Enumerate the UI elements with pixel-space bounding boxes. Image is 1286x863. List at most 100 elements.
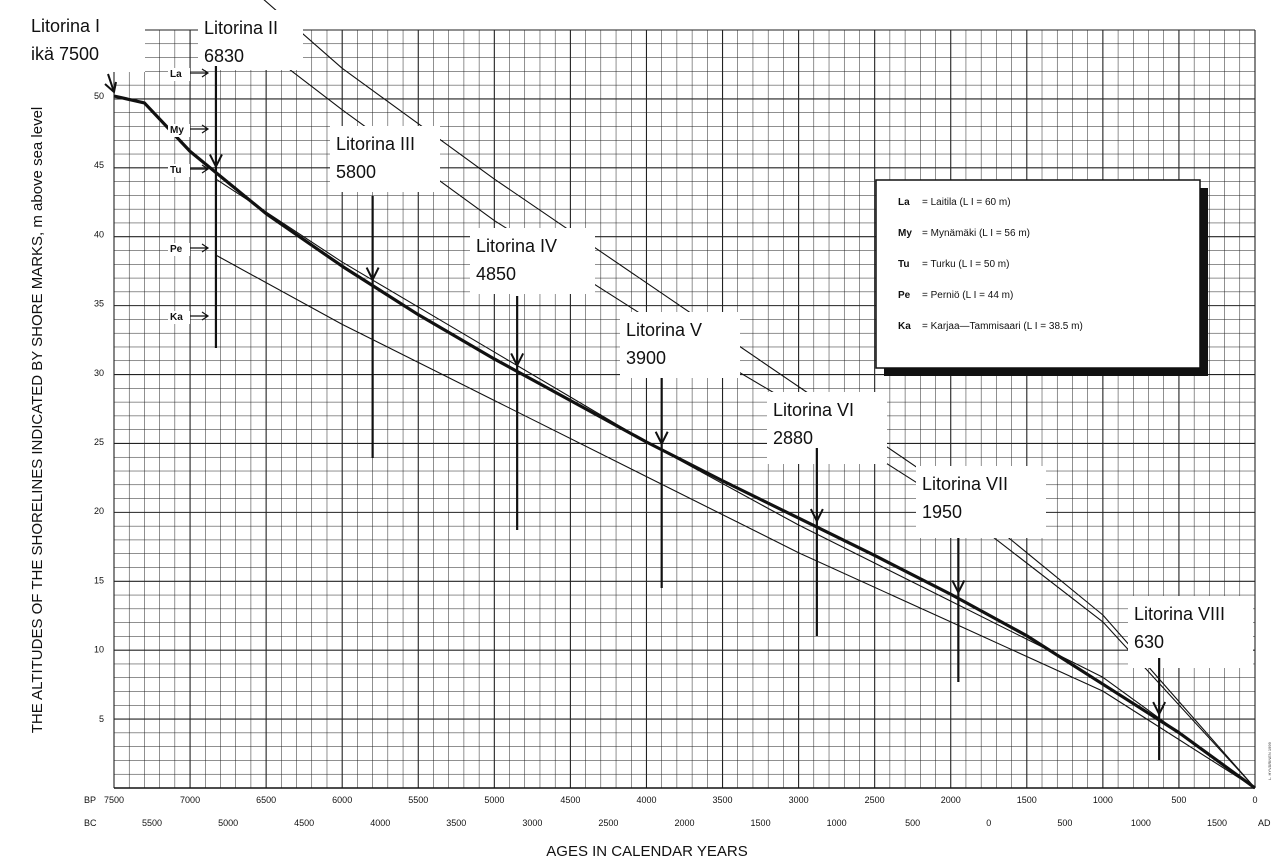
legend-text: = Laitila (L I = 60 m) bbox=[922, 197, 1011, 208]
x-tick-bp: 5500 bbox=[408, 795, 428, 805]
x-tick-bc: 2000 bbox=[674, 818, 694, 828]
legend-entry-tu: Tu = Turku (L I = 50 m) bbox=[898, 259, 1009, 270]
period-name: Litorina VII bbox=[922, 474, 1008, 494]
legend-abbr: Pe bbox=[898, 290, 911, 301]
y-tick-label: 40 bbox=[94, 229, 104, 239]
site-marker-bg bbox=[168, 311, 190, 324]
x-tick-bc: 1000 bbox=[827, 818, 847, 828]
legend-abbr: My bbox=[898, 228, 912, 239]
chart-axes: 7500 7000 6500 6000 5500 5000 4500 4000 3500 3000… bbox=[94, 91, 1258, 828]
site-marker-bg bbox=[168, 164, 190, 177]
x-tick-bp: 6000 bbox=[332, 795, 352, 805]
series-line-pe bbox=[215, 178, 1256, 789]
site-marker-label: Pe bbox=[170, 244, 183, 255]
legend: La = Laitila (L I = 60 m) My = Mynämäki (L … bbox=[875, 179, 1208, 376]
y-axis-title: THE ALTITUDES OF THE SHORELINES INDICATE… bbox=[29, 107, 46, 734]
period-name: Litorina II bbox=[204, 18, 278, 38]
x-tick-bp: 7000 bbox=[180, 795, 200, 805]
x-tick-bp: 7500 bbox=[104, 795, 124, 805]
period-age: 4850 bbox=[476, 264, 516, 284]
period-label-box bbox=[620, 312, 740, 378]
y-tick-label: 10 bbox=[94, 645, 104, 655]
legend-text: = Turku (L I = 50 m) bbox=[922, 259, 1009, 270]
y-tick-label: 30 bbox=[94, 368, 104, 378]
legend-text: = Mynämäki (L I = 56 m) bbox=[922, 228, 1030, 239]
period-litorina-4: Litorina IV 4850 bbox=[470, 228, 595, 530]
x-tick-bc: 500 bbox=[905, 818, 920, 828]
site-marker-arrow bbox=[190, 68, 210, 78]
period-arrow bbox=[510, 352, 525, 368]
site-marker-bg bbox=[168, 243, 190, 256]
legend-entry-pe: Pe = Perniö (L I = 44 m) bbox=[898, 290, 1013, 301]
period-label-box bbox=[198, 10, 303, 70]
period-litorina-5: Litorina V 3900 bbox=[620, 312, 740, 588]
period-label-box bbox=[25, 8, 145, 72]
period-label-box bbox=[916, 466, 1046, 538]
period-litorina-6: Litorina VI 2880 bbox=[767, 392, 887, 636]
site-marker-tu: Tu bbox=[168, 164, 210, 177]
x-axis-title: AGES IN CALENDAR YEARS bbox=[546, 843, 747, 860]
site-markers: La My Tu Pe Ka bbox=[168, 68, 210, 324]
x-tick-bc: 1500 bbox=[751, 818, 771, 828]
y-tick-label: 15 bbox=[94, 575, 104, 585]
x-tick-bp: 4500 bbox=[560, 795, 580, 805]
bp-row-label: BP bbox=[84, 795, 96, 805]
x-tick-bc: 5000 bbox=[218, 818, 238, 828]
x-tick-bp: 6500 bbox=[256, 795, 276, 805]
x-tick-bp: 500 bbox=[1171, 795, 1186, 805]
period-label-box bbox=[1128, 596, 1253, 668]
x-tick-bc: 5500 bbox=[142, 818, 162, 828]
period-arrow bbox=[209, 154, 223, 169]
series-line-ka bbox=[215, 254, 1256, 789]
period-age: 2880 bbox=[773, 428, 813, 448]
period-label-box bbox=[470, 228, 595, 294]
y-tick-label: 35 bbox=[94, 299, 104, 309]
period-litorina-3: Litorina III 5800 bbox=[330, 126, 440, 458]
author-note: L. HYVÄRINEN 1999 bbox=[1267, 741, 1272, 780]
site-marker-label: My bbox=[170, 125, 184, 136]
site-marker-ka: Ka bbox=[168, 311, 210, 324]
period-litorina-8: Litorina VIII 630 bbox=[1128, 596, 1253, 760]
x-tick-bc: 3000 bbox=[522, 818, 542, 828]
site-marker-arrow bbox=[190, 311, 210, 321]
x-tick-bp: 1000 bbox=[1093, 795, 1113, 805]
x-tick-bp: 2000 bbox=[941, 795, 961, 805]
period-arrow bbox=[104, 73, 117, 94]
x-tick-bc: 4500 bbox=[294, 818, 314, 828]
period-name: Litorina VIII bbox=[1134, 604, 1225, 624]
period-age: ikä 7500 bbox=[31, 44, 99, 64]
x-tick-bc: 0 bbox=[986, 818, 991, 828]
legend-entry-ka: Ka = Karjaa—Tammisaari (L I = 38.5 m) bbox=[898, 321, 1083, 332]
x-tick-bp: 0 bbox=[1252, 795, 1257, 805]
period-name: Litorina I bbox=[31, 16, 100, 36]
x-tick-bp: 2500 bbox=[865, 795, 885, 805]
y-tick-label: 20 bbox=[94, 506, 104, 516]
site-marker-arrow bbox=[190, 124, 210, 134]
period-age: 3900 bbox=[626, 348, 666, 368]
site-marker-my: My bbox=[168, 124, 210, 137]
site-marker-bg bbox=[168, 124, 190, 137]
series-lines bbox=[113, 0, 1256, 790]
site-marker-label: La bbox=[170, 69, 182, 80]
x-tick-bc: 3500 bbox=[446, 818, 466, 828]
y-tick-label: 5 bbox=[99, 714, 104, 724]
period-arrow bbox=[1152, 701, 1167, 717]
period-age: 630 bbox=[1134, 632, 1164, 652]
period-label-box bbox=[330, 126, 440, 192]
period-name: Litorina III bbox=[336, 134, 415, 154]
site-marker-pe: Pe bbox=[168, 243, 210, 256]
y-tick-label: 50 bbox=[94, 91, 104, 101]
legend-abbr: Tu bbox=[898, 259, 909, 270]
period-arrow bbox=[654, 431, 669, 446]
x-tick-bp: 4000 bbox=[636, 795, 656, 805]
period-litorina-2: Litorina II 6830 bbox=[198, 10, 303, 348]
y-tick-label: 25 bbox=[94, 437, 104, 447]
period-age: 1950 bbox=[922, 502, 962, 522]
period-age: 6830 bbox=[204, 46, 244, 66]
legend-text: = Perniö (L I = 44 m) bbox=[922, 290, 1013, 301]
period-name: Litorina IV bbox=[476, 236, 557, 256]
period-label-box bbox=[767, 392, 887, 464]
x-tick-bp: 3000 bbox=[789, 795, 809, 805]
